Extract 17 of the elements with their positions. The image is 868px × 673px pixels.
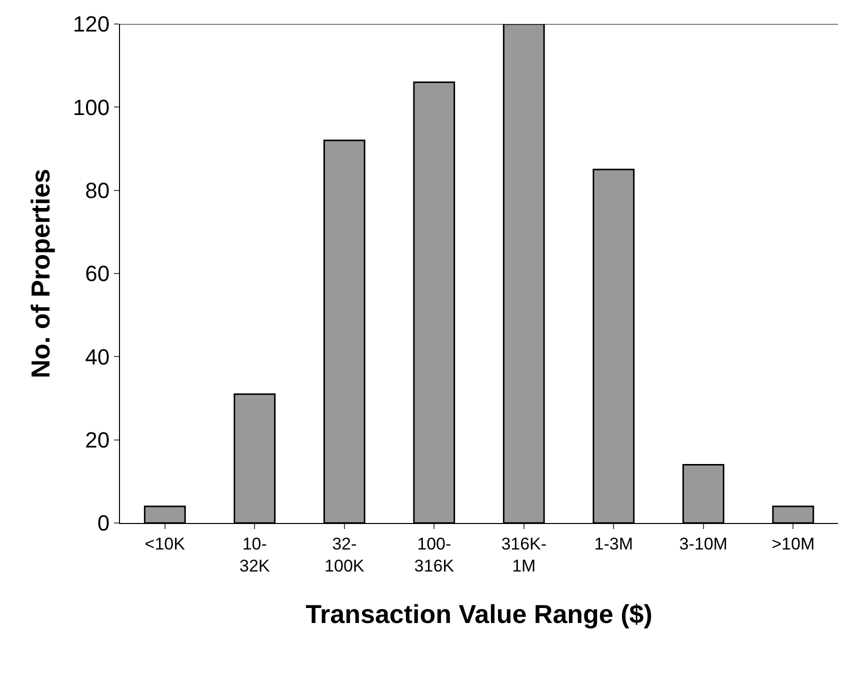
x-tick-label: <10K xyxy=(144,534,186,554)
y-tick-label: 20 xyxy=(85,428,110,453)
y-tick-label: 40 xyxy=(85,344,110,370)
x-tick-label: 10- 32K xyxy=(240,534,270,576)
x-tick-label: 32- 100K xyxy=(324,534,365,576)
x-tick-label: 316K- 1M xyxy=(501,534,547,576)
y-tick-label: 0 xyxy=(97,510,110,536)
x-tick-label: >10M xyxy=(772,534,815,554)
y-tick-label: 80 xyxy=(85,178,110,204)
x-axis-title: Transaction Value Range ($) xyxy=(306,599,652,630)
y-tick-label: 120 xyxy=(72,12,110,37)
y-tick-label: 100 xyxy=(72,94,110,120)
x-tick-label: 1-3M xyxy=(594,534,633,554)
x-tick-label: 3-10M xyxy=(679,534,728,554)
y-axis-title: No. of Properties xyxy=(25,168,56,378)
y-tick-label: 60 xyxy=(85,261,110,286)
x-tick-label: 100- 316K xyxy=(414,534,455,576)
